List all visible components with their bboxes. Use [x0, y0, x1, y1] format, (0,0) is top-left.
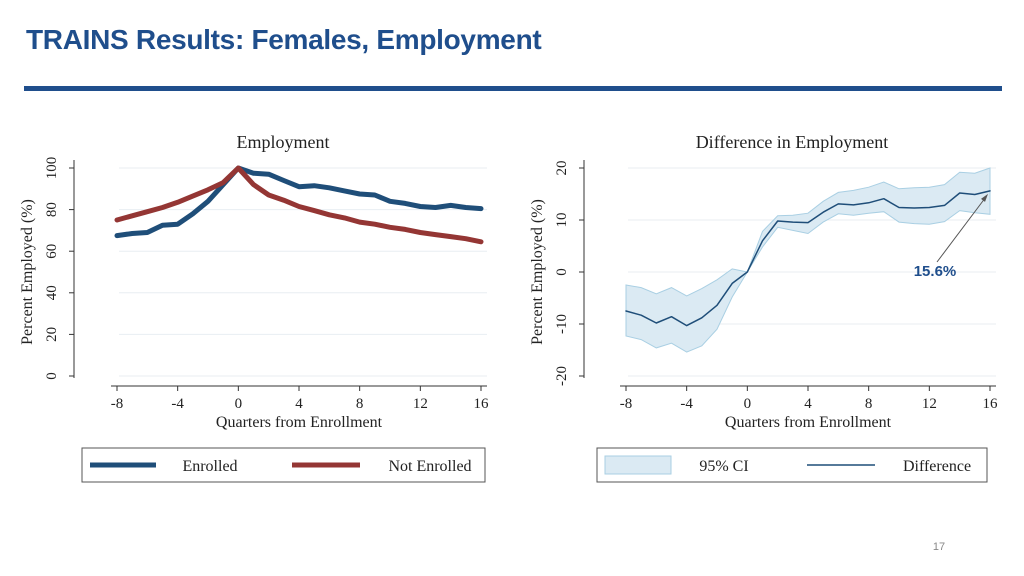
- page-number: 17: [932, 541, 946, 553]
- y-axis-label: Percent Employed (%): [529, 199, 546, 345]
- y-tick-label: 100: [44, 157, 60, 180]
- title-divider: [24, 86, 1002, 91]
- y-tick-label: 0: [44, 372, 60, 380]
- x-axis-label: Quarters from Enrollment: [725, 414, 892, 431]
- annotation-label: 15.6%: [914, 263, 957, 280]
- legend-label-ci: 95% CI: [699, 458, 748, 475]
- x-tick-label: 4: [295, 396, 303, 412]
- x-axis-label: Quarters from Enrollment: [216, 414, 383, 431]
- x-tick-label: 16: [474, 396, 490, 412]
- y-tick-label: 40: [44, 285, 60, 300]
- ci-band: [625, 167, 991, 353]
- y-tick-label: 10: [554, 213, 570, 228]
- y-tick-label: 60: [44, 244, 60, 259]
- y-tick-label: 80: [44, 202, 60, 217]
- x-tick-label: 12: [922, 396, 937, 412]
- not-enrolled-line: [114, 165, 484, 245]
- x-tick-label: 12: [413, 396, 428, 412]
- x-tick-label: -4: [171, 396, 184, 412]
- x-tick-label: 16: [983, 396, 999, 412]
- y-tick-label: -20: [554, 366, 570, 386]
- annotation-arrowhead: [981, 193, 988, 202]
- x-tick-label: 0: [235, 396, 243, 412]
- annotation-arrow-line: [936, 196, 987, 263]
- legend-box: [596, 447, 988, 483]
- x-tick-label: 0: [744, 396, 752, 412]
- difference-chart-title: Difference in Employment: [696, 132, 889, 152]
- y-axis-label: Percent Employed (%): [19, 199, 36, 345]
- y-tick-label: -10: [554, 314, 570, 334]
- y-tick-label: 20: [44, 327, 60, 342]
- legend-label-difference: Difference: [903, 458, 971, 475]
- slide-title: TRAINS Results: Females, Employment: [26, 24, 542, 55]
- legend-label-not-enrolled: Not Enrolled: [388, 458, 471, 475]
- y-tick-label: 0: [554, 268, 570, 276]
- employment-chart-title: Employment: [237, 132, 330, 152]
- x-tick-label: -8: [111, 396, 124, 412]
- x-tick-label: 8: [865, 396, 873, 412]
- x-tick-label: 8: [356, 396, 364, 412]
- legend-swatch-ci: [604, 455, 672, 475]
- difference-line: [625, 190, 991, 327]
- x-tick-label: -4: [680, 396, 693, 412]
- x-tick-label: 4: [804, 396, 812, 412]
- y-tick-label: 20: [554, 161, 570, 176]
- enrolled-line: [114, 165, 484, 239]
- x-tick-label: -8: [620, 396, 633, 412]
- legend-label-enrolled: Enrolled: [182, 458, 237, 475]
